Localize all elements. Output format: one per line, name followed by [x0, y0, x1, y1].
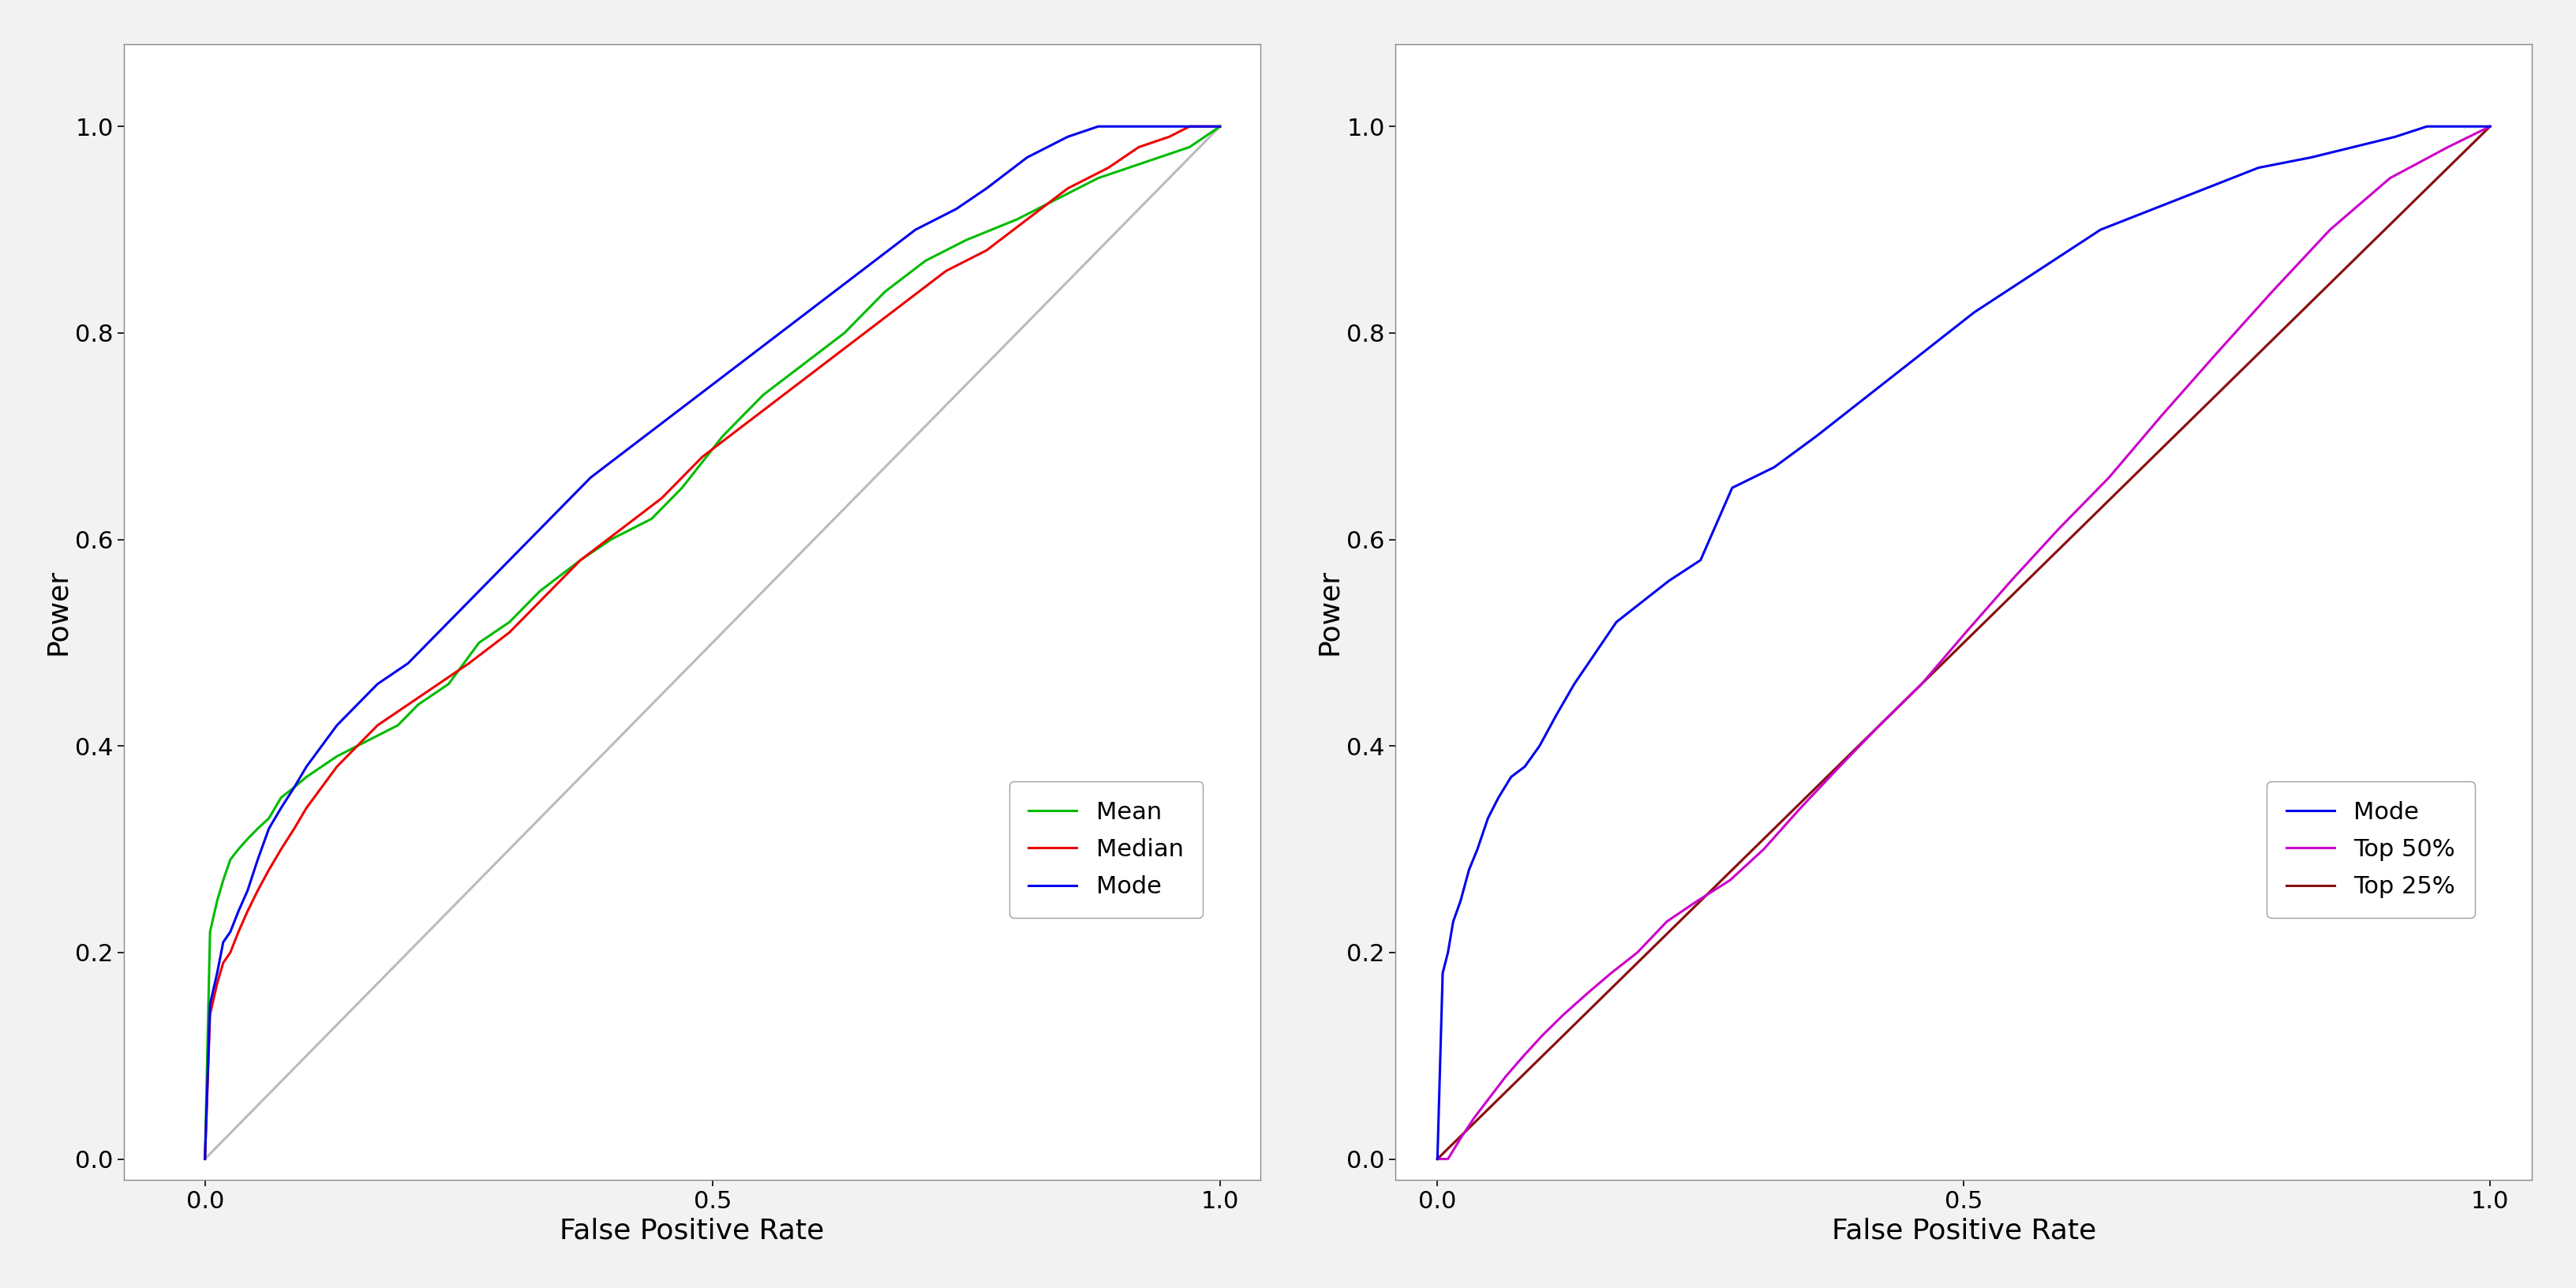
Y-axis label: Power: Power: [44, 569, 70, 654]
Legend: Mean, Median, Mode: Mean, Median, Mode: [1010, 782, 1203, 918]
X-axis label: False Positive Rate: False Positive Rate: [1832, 1217, 2097, 1244]
Y-axis label: Power: Power: [1316, 569, 1342, 654]
X-axis label: False Positive Rate: False Positive Rate: [559, 1217, 824, 1244]
Legend: Mode, Top 50%, Top 25%: Mode, Top 50%, Top 25%: [2267, 782, 2476, 918]
